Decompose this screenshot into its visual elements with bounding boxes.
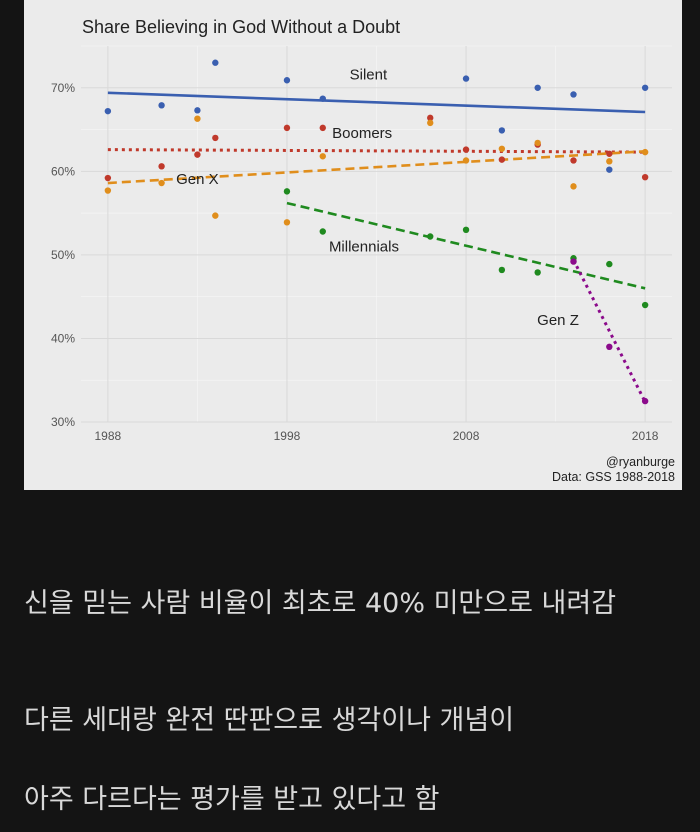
series-label-boomers: Boomers bbox=[332, 125, 392, 142]
data-point-gen-x bbox=[104, 187, 112, 194]
data-point-boomers bbox=[606, 150, 613, 157]
data-point-boomers bbox=[158, 163, 165, 170]
data-point-gen-x bbox=[462, 157, 470, 164]
x-tick-label: 1988 bbox=[95, 429, 122, 443]
data-point-silent bbox=[283, 77, 291, 84]
data-point-millennials bbox=[462, 226, 470, 234]
series-label-millennials: Millennials bbox=[329, 239, 399, 256]
data-point-gen-x bbox=[570, 183, 577, 190]
data-point-millennials bbox=[534, 269, 541, 276]
data-point-silent bbox=[534, 84, 541, 91]
data-point-boomers bbox=[319, 124, 326, 132]
data-point-boomers bbox=[212, 134, 219, 142]
data-point-millennials bbox=[427, 233, 434, 240]
data-point-boomers bbox=[194, 151, 201, 158]
data-point-gen-x bbox=[427, 119, 434, 127]
data-point-boomers bbox=[498, 156, 506, 163]
chart-title: Share Believing in God Without a Doubt bbox=[82, 17, 400, 37]
belief-chart: 30% 40% 50% 60% 70% 1988 1998 2008 2018 Silent Boo… bbox=[51, 17, 675, 484]
data-point-gen-z bbox=[606, 343, 613, 350]
data-source-note: Data: GSS 1988-2018 bbox=[552, 470, 675, 484]
data-point-millennials bbox=[641, 301, 649, 309]
caption-line-2: 다른 세대랑 완전 딴판으로 생각이나 개념이 bbox=[24, 705, 515, 736]
trendline-gen-z bbox=[572, 259, 647, 403]
y-tick-label: 70% bbox=[51, 81, 75, 95]
data-point-silent bbox=[158, 102, 165, 109]
data-point-gen-x bbox=[641, 148, 649, 156]
data-point-silent bbox=[606, 166, 613, 173]
data-point-gen-x bbox=[606, 158, 613, 165]
data-point-millennials bbox=[606, 260, 613, 268]
data-point-millennials bbox=[498, 266, 506, 274]
y-tick-label: 50% bbox=[51, 248, 75, 262]
series-label-gen-x: Gen X bbox=[176, 171, 219, 188]
data-point-gen-x bbox=[534, 139, 541, 147]
series-label-silent: Silent bbox=[350, 66, 388, 83]
data-point-gen-x bbox=[319, 153, 326, 160]
x-tick-label: 2018 bbox=[632, 429, 659, 443]
data-point-silent bbox=[498, 127, 506, 134]
data-point-silent bbox=[194, 107, 201, 114]
data-point-gen-x bbox=[194, 115, 201, 122]
trendline-millennials bbox=[286, 201, 646, 290]
chart-panel: 30% 40% 50% 60% 70% 1988 1998 2008 2018 Silent Boo… bbox=[24, 0, 682, 490]
data-point-boomers bbox=[570, 157, 577, 164]
caption-line-3: 아주 다르다는 평가를 받고 있다고 함 bbox=[24, 784, 440, 815]
data-point-gen-z bbox=[570, 258, 577, 265]
data-point-boomers bbox=[427, 114, 434, 122]
data-point-millennials bbox=[319, 228, 326, 235]
data-point-silent bbox=[212, 59, 219, 66]
data-point-boomers bbox=[283, 124, 291, 132]
x-tick-label: 2008 bbox=[453, 429, 480, 443]
data-point-boomers bbox=[641, 173, 649, 181]
data-point-boomers bbox=[462, 146, 470, 153]
data-point-gen-x bbox=[498, 145, 506, 152]
trendline-boomers bbox=[107, 148, 646, 154]
data-point-gen-x bbox=[158, 179, 165, 187]
y-tick-label: 40% bbox=[51, 331, 75, 345]
data-point-silent bbox=[641, 84, 649, 91]
data-point-gen-x bbox=[212, 212, 219, 219]
data-point-millennials bbox=[283, 188, 291, 195]
data-point-silent bbox=[104, 107, 112, 115]
data-point-boomers bbox=[104, 174, 112, 182]
data-point-silent bbox=[319, 95, 326, 102]
y-tick-label: 60% bbox=[51, 164, 75, 178]
caption-line-1: 신을 믿는 사람 비율이 최초로 40% 미만으로 내려감 bbox=[24, 588, 617, 619]
trendline-silent bbox=[107, 91, 646, 114]
x-tick-label: 1998 bbox=[274, 429, 301, 443]
series-label-gen-z: Gen Z bbox=[537, 312, 579, 329]
data-point-silent bbox=[570, 91, 577, 98]
source-handle: @ryanburge bbox=[606, 455, 675, 469]
y-tick-label: 30% bbox=[51, 415, 75, 429]
data-point-gen-x bbox=[283, 219, 291, 226]
data-point-silent bbox=[462, 75, 470, 82]
trendline-gen-x bbox=[107, 149, 646, 185]
data-point-gen-z bbox=[641, 397, 649, 405]
